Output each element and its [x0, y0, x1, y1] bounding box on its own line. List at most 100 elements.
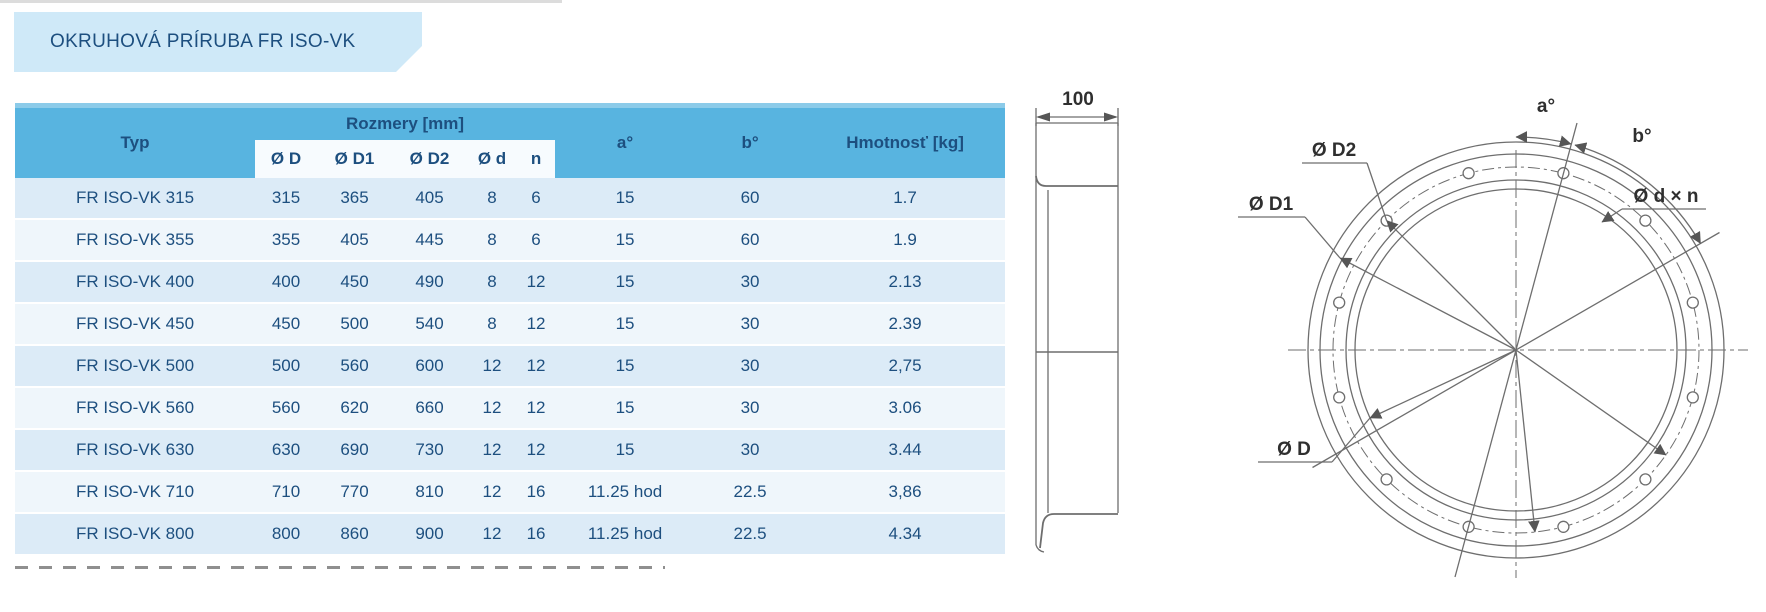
col-header-dd: Ø d: [467, 140, 517, 178]
row-value-cell: 12: [517, 387, 556, 430]
row-value-cell: 12: [467, 471, 517, 514]
row-value-cell: 12: [517, 303, 556, 346]
row-value-cell: 600: [392, 345, 467, 388]
table-row: FR ISO-VK 355 355 405 445 8 6 15 60 1.9: [15, 219, 1006, 262]
table-row: FR ISO-VK 315 315 365 405 8 6 15 60 1.7: [15, 178, 1006, 220]
spec-table-wrap: Typ Rozmery [mm] a° b° Hmotnosť [kg] Ø D…: [15, 103, 1006, 556]
row-value-cell: 22.5: [695, 513, 806, 556]
row-value-cell: 3.44: [805, 429, 1006, 472]
table-header: Typ Rozmery [mm] a° b° Hmotnosť [kg] Ø D…: [15, 108, 1006, 178]
col-header-hmotnost: Hmotnosť [kg]: [805, 108, 1006, 178]
bolt-holes: [1333, 167, 1699, 533]
col-header-b: b°: [695, 108, 806, 178]
table-row: FR ISO-VK 800 800 860 900 12 16 11.25 hod 22.5 4…: [15, 513, 1006, 556]
row-value-cell: 30: [695, 303, 806, 346]
row-value-cell: 30: [695, 429, 806, 472]
row-value-cell: 4.34: [805, 513, 1006, 556]
table-row: FR ISO-VK 710 710 770 810 12 16 11.25 hod 22.5 3…: [15, 471, 1006, 514]
row-value-cell: 1.9: [805, 219, 1006, 262]
row-value-cell: 365: [317, 178, 392, 220]
row-type-cell: FR ISO-VK 315: [15, 178, 255, 220]
row-value-cell: 560: [317, 345, 392, 388]
dia-dxn-label: Ø d × n: [1634, 186, 1699, 207]
row-value-cell: 12: [517, 261, 556, 304]
row-value-cell: 30: [695, 345, 806, 388]
row-value-cell: 15: [555, 429, 696, 472]
row-value-cell: 12: [517, 345, 556, 388]
row-type-cell: FR ISO-VK 500: [15, 345, 255, 388]
row-value-cell: 620: [317, 387, 392, 430]
row-value-cell: 2.39: [805, 303, 1006, 346]
row-value-cell: 540: [392, 303, 467, 346]
col-header-d1: Ø D1: [317, 140, 392, 178]
table-row: FR ISO-VK 560 560 620 660 12 12 15 30 3.06: [15, 387, 1006, 430]
angle-a-label: a°: [1537, 96, 1555, 117]
table-body: FR ISO-VK 315 315 365 405 8 6 15 60 1.7 FR ISO-VK…: [15, 178, 1006, 556]
row-value-cell: 690: [317, 429, 392, 472]
row-value-cell: 60: [695, 219, 806, 262]
row-value-cell: 710: [255, 471, 317, 514]
row-value-cell: 6: [517, 219, 556, 262]
row-value-cell: 30: [695, 261, 806, 304]
row-value-cell: 8: [467, 219, 517, 262]
row-value-cell: 30: [695, 387, 806, 430]
row-value-cell: 500: [317, 303, 392, 346]
width-dimension-label: 100: [1062, 89, 1094, 110]
table-row: FR ISO-VK 400 400 450 490 8 12 15 30 2.13: [15, 261, 1006, 304]
row-value-cell: 730: [392, 429, 467, 472]
row-value-cell: 400: [255, 261, 317, 304]
row-type-cell: FR ISO-VK 800: [15, 513, 255, 556]
row-value-cell: 12: [467, 345, 517, 388]
table-bottom-dashes: [15, 566, 665, 569]
row-value-cell: 810: [392, 471, 467, 514]
row-value-cell: 15: [555, 387, 696, 430]
flange-side-view: 100: [1035, 89, 1119, 553]
row-type-cell: FR ISO-VK 400: [15, 261, 255, 304]
row-value-cell: 11.25 hod: [555, 513, 696, 556]
row-value-cell: 355: [255, 219, 317, 262]
row-value-cell: 2,75: [805, 345, 1006, 388]
col-header-d2: Ø D2: [392, 140, 467, 178]
row-value-cell: 12: [517, 429, 556, 472]
row-value-cell: 15: [555, 303, 696, 346]
row-value-cell: 450: [317, 261, 392, 304]
row-value-cell: 660: [392, 387, 467, 430]
col-header-typ: Typ: [15, 108, 255, 178]
row-value-cell: 15: [555, 345, 696, 388]
row-value-cell: 405: [392, 178, 467, 220]
row-value-cell: 16: [517, 471, 556, 514]
row-type-cell: FR ISO-VK 710: [15, 471, 255, 514]
row-value-cell: 560: [255, 387, 317, 430]
row-value-cell: 15: [555, 261, 696, 304]
dia-d1-label: Ø D1: [1249, 194, 1294, 215]
row-value-cell: 900: [392, 513, 467, 556]
col-header-d: Ø D: [255, 140, 317, 178]
angle-b-label: b°: [1632, 126, 1651, 147]
spec-table: Typ Rozmery [mm] a° b° Hmotnosť [kg] Ø D…: [15, 108, 1006, 556]
table-row: FR ISO-VK 500 500 560 600 12 12 15 30 2,75: [15, 345, 1006, 388]
row-value-cell: 1.7: [805, 178, 1006, 220]
row-value-cell: 770: [317, 471, 392, 514]
flange-front-view: a° b° Ø D2 Ø D1 Ø D Ø d × n: [1238, 96, 1748, 578]
row-value-cell: 3.06: [805, 387, 1006, 430]
row-value-cell: 630: [255, 429, 317, 472]
row-value-cell: 15: [555, 219, 696, 262]
row-value-cell: 8: [467, 261, 517, 304]
row-value-cell: 8: [467, 303, 517, 346]
top-divider: [0, 0, 562, 3]
row-value-cell: 2.13: [805, 261, 1006, 304]
dia-d2-label: Ø D2: [1312, 140, 1356, 161]
row-value-cell: 490: [392, 261, 467, 304]
row-value-cell: 60: [695, 178, 806, 220]
row-value-cell: 15: [555, 178, 696, 220]
row-value-cell: 16: [517, 513, 556, 556]
row-type-cell: FR ISO-VK 560: [15, 387, 255, 430]
page-title: OKRUHOVÁ PRÍRUBA FR ISO-VK: [50, 31, 356, 52]
col-header-rozmery: Rozmery [mm]: [255, 108, 556, 140]
row-value-cell: 12: [467, 429, 517, 472]
row-value-cell: 450: [255, 303, 317, 346]
row-value-cell: 800: [255, 513, 317, 556]
row-type-cell: FR ISO-VK 630: [15, 429, 255, 472]
